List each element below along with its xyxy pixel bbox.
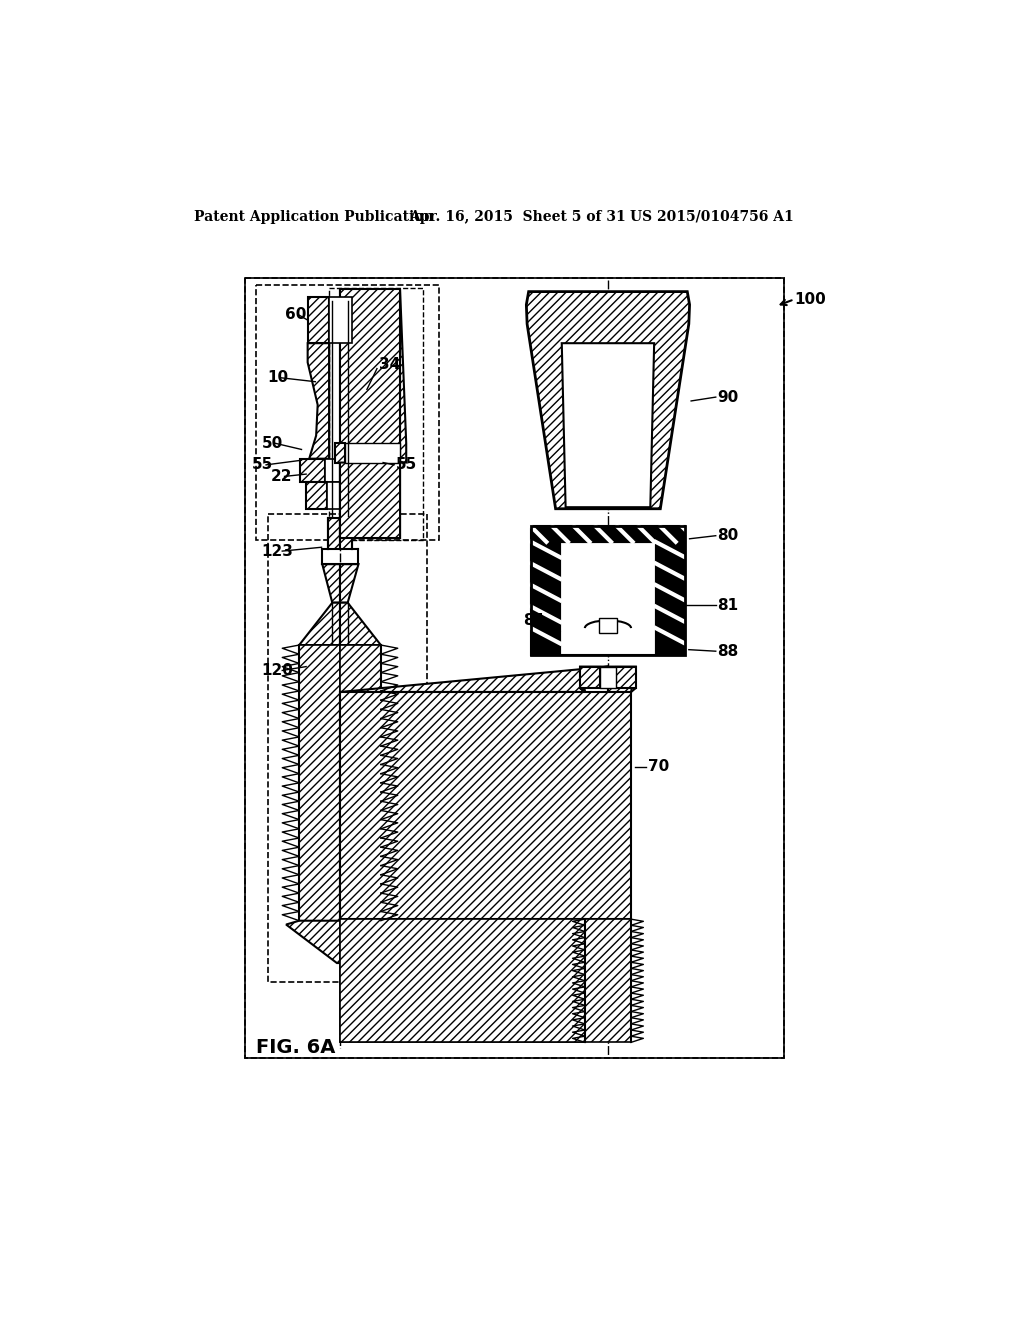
Bar [531, 543, 560, 655]
Text: 10: 10 [267, 371, 289, 385]
Polygon shape [326, 459, 355, 482]
Text: 90: 90 [717, 389, 738, 405]
Bar [531, 527, 685, 655]
Polygon shape [340, 289, 407, 539]
Polygon shape [299, 645, 340, 921]
Text: Patent Application Publication: Patent Application Publication [195, 210, 434, 224]
Polygon shape [300, 459, 326, 482]
Polygon shape [307, 297, 330, 343]
Polygon shape [351, 343, 373, 459]
Polygon shape [330, 297, 351, 343]
Polygon shape [340, 919, 585, 1043]
Bar [599, 618, 617, 634]
Text: Apr. 16, 2015  Sheet 5 of 31: Apr. 16, 2015 Sheet 5 of 31 [410, 210, 626, 224]
Polygon shape [340, 564, 358, 603]
Text: 120: 120 [261, 663, 293, 678]
Text: 123: 123 [261, 544, 293, 558]
Polygon shape [340, 603, 381, 645]
Polygon shape [336, 444, 345, 539]
Polygon shape [323, 564, 340, 603]
Polygon shape [340, 692, 585, 919]
Polygon shape [340, 289, 345, 539]
Polygon shape [581, 688, 585, 692]
Polygon shape [329, 517, 340, 549]
Text: 100: 100 [795, 292, 826, 306]
Polygon shape [299, 603, 340, 645]
Polygon shape [581, 667, 600, 688]
Bar [655, 543, 685, 655]
Text: 70: 70 [648, 759, 670, 775]
Polygon shape [354, 482, 374, 508]
Polygon shape [340, 645, 381, 921]
Polygon shape [306, 482, 327, 508]
Bar [267, 515, 427, 982]
Text: 34: 34 [379, 358, 399, 372]
Polygon shape [355, 459, 380, 482]
Text: 88: 88 [717, 644, 738, 659]
Polygon shape [581, 667, 585, 692]
Text: US 2015/0104756 A1: US 2015/0104756 A1 [630, 210, 794, 224]
Polygon shape [340, 517, 352, 549]
Polygon shape [340, 289, 400, 539]
Text: 22: 22 [270, 469, 292, 484]
Polygon shape [526, 292, 689, 508]
Polygon shape [286, 921, 394, 964]
Bar [531, 527, 685, 541]
Polygon shape [340, 692, 631, 919]
Polygon shape [615, 667, 636, 688]
Polygon shape [307, 343, 330, 459]
Text: 55: 55 [252, 457, 273, 473]
Text: 55: 55 [395, 457, 417, 473]
Text: 60: 60 [285, 308, 306, 322]
Text: 50: 50 [261, 436, 283, 451]
Polygon shape [340, 919, 631, 1043]
Text: 80: 80 [717, 528, 738, 544]
Polygon shape [340, 667, 636, 692]
Text: 81: 81 [717, 598, 738, 612]
Polygon shape [345, 444, 400, 462]
Bar [330, 288, 423, 540]
Bar [256, 285, 438, 540]
Polygon shape [327, 482, 354, 508]
Polygon shape [351, 297, 373, 343]
Bar [600, 667, 615, 688]
Text: 84: 84 [523, 612, 545, 628]
Polygon shape [562, 343, 654, 507]
Text: FIG. 6A: FIG. 6A [256, 1039, 336, 1057]
Bar [245, 277, 783, 1057]
Bar [245, 277, 783, 1057]
Bar [560, 543, 655, 655]
